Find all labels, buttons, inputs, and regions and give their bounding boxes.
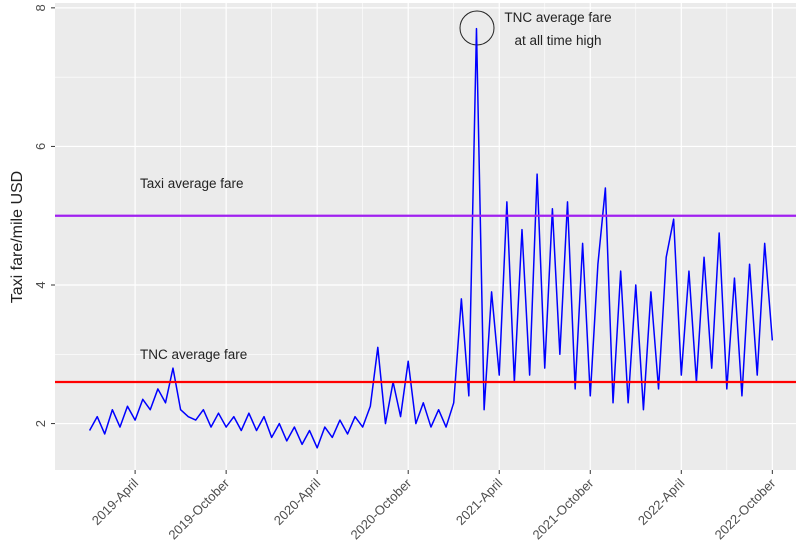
y-tick-label: 2 bbox=[33, 420, 48, 427]
y-tick-label: 6 bbox=[33, 143, 48, 150]
annotation: TNC average fare bbox=[504, 10, 611, 25]
x-tick-label: 2022-April bbox=[635, 475, 688, 528]
x-tick-label: 2019-October bbox=[165, 475, 232, 542]
x-tick-label: 2020-October bbox=[348, 475, 415, 542]
y-tick-label: 8 bbox=[33, 4, 48, 11]
x-tick-label: 2022-October bbox=[712, 475, 779, 542]
x-tick-label: 2019-April bbox=[89, 475, 142, 528]
y-tick-label: 4 bbox=[33, 281, 48, 288]
x-tick-label: 2021-April bbox=[453, 475, 506, 528]
annotation: at all time high bbox=[514, 33, 601, 48]
plot-panel bbox=[55, 3, 796, 470]
data-line bbox=[88, 27, 774, 449]
annotation: TNC average fare bbox=[140, 347, 247, 362]
y-axis-title: Taxi fare/mile USD bbox=[9, 171, 26, 303]
x-tick-label: 2021-October bbox=[530, 475, 597, 542]
x-tick-label: 2020-April bbox=[271, 475, 324, 528]
annotation: Taxi average fare bbox=[140, 176, 244, 191]
